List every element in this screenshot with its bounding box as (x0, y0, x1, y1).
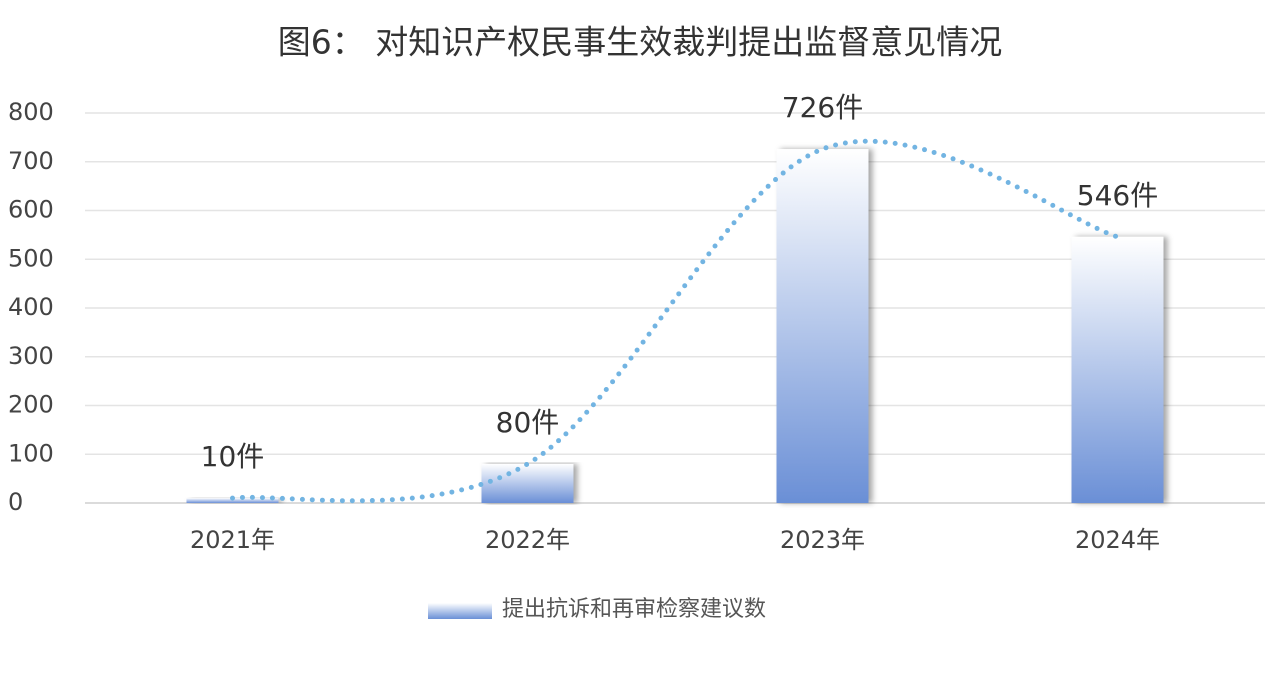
value-label: 546件 (1077, 179, 1158, 212)
legend-swatch (428, 603, 492, 619)
y-tick-label: 400 (8, 293, 54, 321)
value-label: 726件 (782, 91, 863, 124)
bar (776, 149, 869, 503)
y-tick-label: 800 (8, 98, 54, 126)
value-label: 80件 (496, 406, 560, 439)
y-tick-label: 100 (8, 439, 54, 467)
trend-line (230, 138, 1120, 504)
chart-title: 图6： 对知识产权民事生效裁判提出监督意见情况 (278, 23, 1003, 62)
legend-label: 提出抗诉和再审检察建议数 (502, 597, 766, 622)
bar (1071, 236, 1164, 503)
y-tick-label: 200 (8, 391, 54, 419)
y-tick-label: 300 (8, 342, 54, 370)
x-tick-label: 2023年 (780, 526, 865, 554)
x-tick-label: 2022年 (485, 526, 570, 554)
y-tick-label: 600 (8, 196, 54, 224)
y-tick-label: 0 (8, 488, 23, 516)
x-tick-label: 2021年 (190, 526, 275, 554)
bar (481, 464, 574, 503)
x-tick-label: 2024年 (1075, 526, 1160, 554)
value-label: 10件 (201, 440, 265, 473)
y-tick-label: 700 (8, 147, 54, 175)
y-tick-label: 500 (8, 244, 54, 272)
